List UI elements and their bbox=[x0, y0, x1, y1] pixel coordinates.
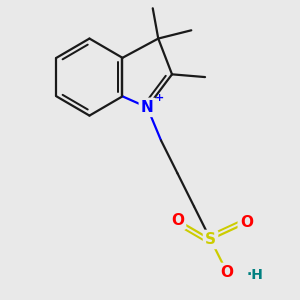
Text: +: + bbox=[155, 93, 164, 103]
Text: S: S bbox=[205, 232, 216, 247]
Text: O: O bbox=[240, 215, 253, 230]
Text: O: O bbox=[220, 265, 234, 280]
Text: N: N bbox=[141, 100, 154, 115]
Text: ·H: ·H bbox=[246, 268, 263, 282]
Text: O: O bbox=[171, 213, 184, 228]
